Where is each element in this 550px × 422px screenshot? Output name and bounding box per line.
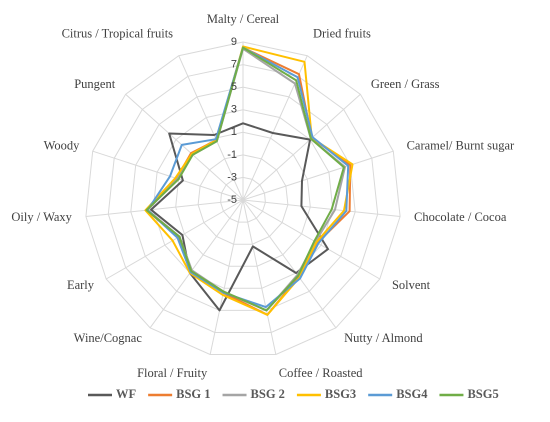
category-label: Oily / Waxy xyxy=(11,210,72,224)
r-tick-label: 1 xyxy=(231,126,237,138)
category-label: Malty / Cereal xyxy=(207,12,280,26)
legend-label: BSG4 xyxy=(396,387,428,401)
spoke xyxy=(242,199,277,355)
legend-label: BSG 1 xyxy=(176,387,210,401)
category-label: Caramel/ Burnt sugar xyxy=(407,139,515,153)
r-tick-label: 9 xyxy=(231,36,237,48)
grid-ring xyxy=(220,176,266,223)
category-label: Citrus / Tropical fruits xyxy=(62,27,174,41)
spoke xyxy=(242,150,394,201)
category-label: Solvent xyxy=(392,278,431,292)
r-tick-label: 5 xyxy=(231,81,237,93)
category-label: Nutty / Almond xyxy=(344,331,423,345)
spoke xyxy=(125,93,244,201)
r-tick-label: 3 xyxy=(231,104,237,116)
spoke xyxy=(242,93,361,201)
category-label: Coffee / Roasted xyxy=(279,366,364,380)
spoke xyxy=(105,199,244,280)
category-label: Wine/Cognac xyxy=(74,331,143,345)
legend-label: BSG3 xyxy=(325,387,356,401)
spoke xyxy=(242,199,381,280)
category-label: Green / Grass xyxy=(371,77,440,91)
grid-ring xyxy=(152,109,334,289)
series-line xyxy=(150,122,329,312)
legend-label: BSG 2 xyxy=(251,387,285,401)
r-tick-label: 7 xyxy=(231,58,237,70)
r-tick-label: -3 xyxy=(227,171,237,183)
category-label: Dried fruits xyxy=(313,27,371,41)
category-label: Early xyxy=(67,278,95,292)
spoke xyxy=(178,55,244,201)
series-line xyxy=(144,45,354,316)
category-label: Chocolate / Cocoa xyxy=(414,210,507,224)
grid-ring xyxy=(85,41,401,355)
spoke xyxy=(85,199,244,218)
spoke xyxy=(92,150,244,201)
grid-ring xyxy=(130,86,356,311)
spoke xyxy=(149,199,244,329)
grid-ring xyxy=(107,64,379,333)
r-tick-label: -5 xyxy=(227,194,237,206)
grid-ring xyxy=(197,154,289,245)
spoke xyxy=(209,199,244,355)
category-label: Woody xyxy=(44,139,81,153)
category-label: Pungent xyxy=(74,77,116,91)
legend-label: BSG5 xyxy=(467,387,498,401)
series-line xyxy=(145,46,345,312)
spoke xyxy=(242,199,337,329)
category-label: Floral / Fruity xyxy=(137,366,208,380)
spoke xyxy=(242,199,401,218)
r-tick-label: -1 xyxy=(227,149,237,161)
legend-label: WF xyxy=(116,387,137,401)
